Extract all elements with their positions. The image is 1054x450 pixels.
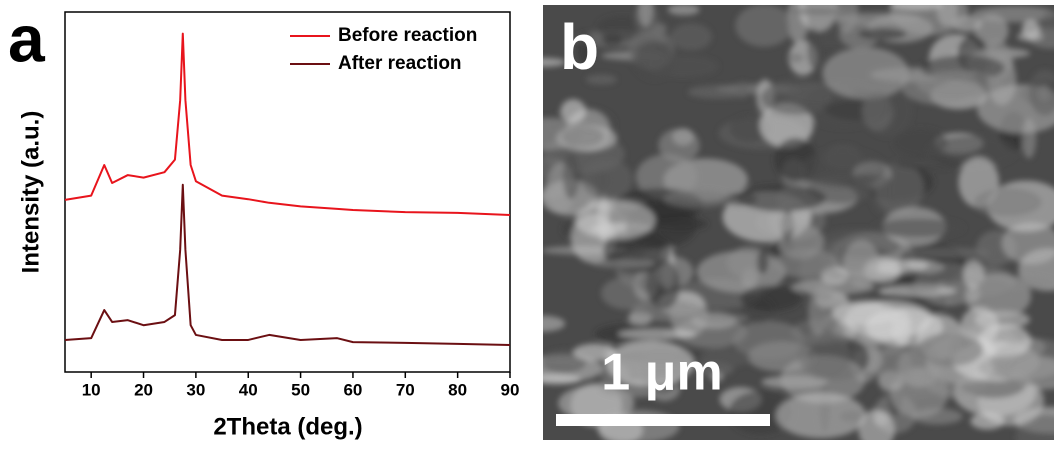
x-tick-label: 20 bbox=[134, 380, 153, 399]
sem-grain bbox=[973, 187, 1043, 217]
sem-grain bbox=[736, 81, 749, 99]
sem-grain bbox=[889, 0, 943, 10]
panel-label: a bbox=[8, 1, 46, 75]
x-tick-label: 30 bbox=[186, 380, 205, 399]
sem-grain bbox=[735, 4, 792, 46]
x-tick-label: 70 bbox=[396, 380, 415, 399]
sem-grain bbox=[900, 247, 990, 258]
sem-grain bbox=[658, 129, 699, 162]
x-axis-label: 2Theta (deg.) bbox=[213, 413, 362, 440]
x-tick-label: 10 bbox=[82, 380, 101, 399]
sem-grain bbox=[668, 4, 700, 15]
sem-grain bbox=[664, 190, 733, 208]
scale-bar bbox=[556, 414, 770, 426]
sem-grain bbox=[974, 276, 1054, 290]
sem-grain bbox=[592, 259, 655, 268]
sem-grain bbox=[736, 185, 826, 212]
sem-grain bbox=[882, 201, 894, 214]
sem-grain bbox=[862, 92, 894, 132]
sem-grain bbox=[563, 152, 580, 199]
sem-grain bbox=[894, 128, 948, 156]
sem-grain bbox=[970, 413, 1004, 430]
sem-grain bbox=[581, 159, 633, 200]
sem-grain bbox=[776, 393, 866, 439]
sem-grain bbox=[907, 281, 940, 293]
x-tick-label: 90 bbox=[501, 380, 520, 399]
sem-grain bbox=[798, 329, 850, 380]
sem-grain bbox=[575, 201, 656, 240]
sem-grain bbox=[757, 211, 797, 233]
sem-grain bbox=[618, 328, 696, 339]
sem-grain bbox=[563, 126, 605, 148]
sem-grain bbox=[761, 79, 832, 115]
legend-label: After reaction bbox=[338, 53, 462, 74]
sem-grain bbox=[916, 70, 1001, 98]
sem-grain bbox=[757, 249, 769, 274]
figure: b 1 μm a 2Theta (deg.) Intensity (a.u.) … bbox=[0, 0, 1054, 445]
sem-grain bbox=[740, 285, 801, 311]
sem-grain bbox=[521, 316, 565, 332]
sem-grain bbox=[844, 240, 880, 288]
sem-grain bbox=[670, 23, 712, 50]
x-tick-label: 40 bbox=[239, 380, 258, 399]
x-tick-label: 50 bbox=[291, 380, 310, 399]
sem-grain bbox=[787, 52, 804, 63]
sem-grain bbox=[1017, 32, 1043, 42]
sem-grain bbox=[873, 218, 964, 237]
sem-grain bbox=[808, 288, 828, 335]
sem-grain bbox=[561, 99, 586, 123]
legend-label: Before reaction bbox=[338, 25, 477, 46]
sem-grain bbox=[698, 314, 749, 323]
x-tick-label: 60 bbox=[343, 380, 362, 399]
sem-grain bbox=[530, 374, 582, 384]
sem-grain bbox=[635, 41, 675, 79]
scale-bar-label: 1 μm bbox=[601, 344, 722, 402]
sem-grain bbox=[873, 412, 888, 426]
line-series bbox=[65, 185, 510, 345]
panel-label: b bbox=[560, 11, 599, 83]
sem-grain bbox=[807, 28, 821, 70]
page: b 1 μm a 2Theta (deg.) Intensity (a.u.) … bbox=[0, 0, 1054, 445]
sem-grain bbox=[522, 58, 566, 67]
sem-grain bbox=[966, 289, 979, 303]
y-axis-label: Intensity (a.u.) bbox=[17, 111, 44, 274]
x-tick-label: 80 bbox=[448, 380, 467, 399]
sem-grain bbox=[894, 157, 962, 169]
sem-grain bbox=[858, 28, 907, 40]
sem-grain bbox=[800, 150, 884, 188]
sem-grain bbox=[978, 324, 1031, 358]
sem-grain bbox=[774, 248, 837, 278]
sem-grain bbox=[916, 333, 983, 367]
sem-grain bbox=[874, 347, 912, 385]
